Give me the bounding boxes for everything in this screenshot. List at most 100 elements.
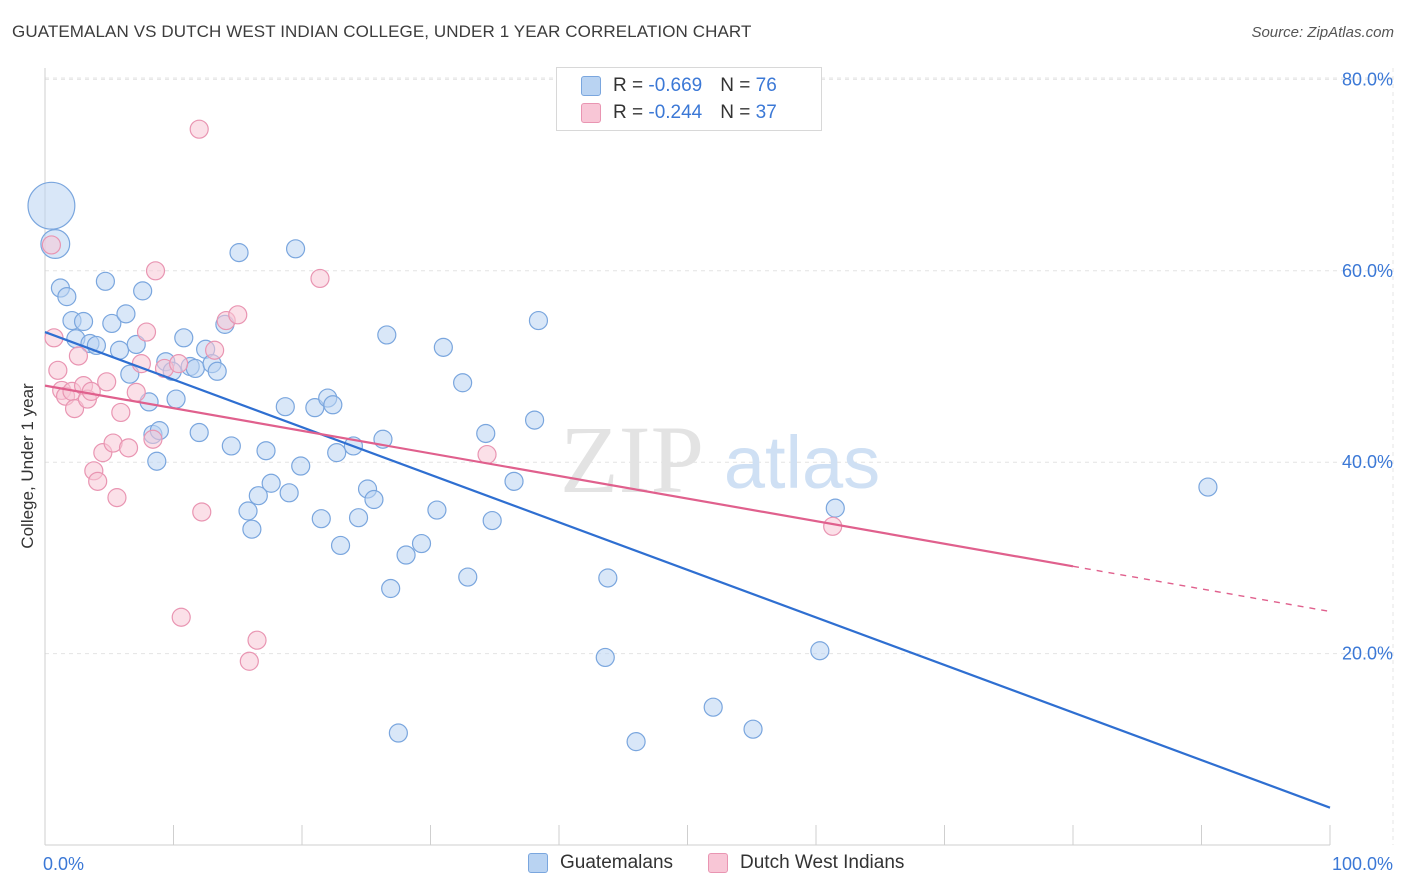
watermark: ZIP atlas <box>560 406 880 513</box>
data-point <box>261 473 281 493</box>
watermark-zip: ZIP <box>560 406 704 513</box>
legend-r-label: R = <box>613 75 649 96</box>
legend-label-dutch-west-indians: Dutch West Indians <box>740 852 905 873</box>
data-point <box>174 328 194 348</box>
data-point <box>396 545 416 565</box>
legend-swatch-blue <box>528 853 548 873</box>
data-point <box>189 422 209 443</box>
data-point <box>810 641 830 661</box>
data-point <box>275 397 295 417</box>
data-point <box>504 471 524 491</box>
source-label: Source: ZipAtlas.com <box>1251 24 1394 41</box>
axis-labels: 20.0% 40.0% 60.0% 80.0% 0.0% 100.0% College, U… <box>18 69 1393 874</box>
watermark-atlas: atlas <box>724 421 880 504</box>
data-point <box>411 533 432 554</box>
data-point <box>107 488 127 508</box>
data-point <box>171 607 191 627</box>
data-point <box>477 444 497 465</box>
data-point <box>703 697 723 717</box>
data-point <box>248 486 268 506</box>
data-point <box>388 723 408 743</box>
data-point <box>136 322 157 342</box>
data-point <box>189 119 209 139</box>
y-axis-label: College, Under 1 year <box>18 383 37 549</box>
legend-r-value: -0.669 <box>648 75 703 96</box>
data-point <box>95 271 115 291</box>
trend-line <box>44 331 1331 809</box>
data-point <box>279 483 299 503</box>
legend-row-dutch-west-indians: R = -0.244 N = 37 <box>581 101 777 125</box>
data-point <box>595 647 615 668</box>
data-point <box>310 268 330 289</box>
data-point <box>311 509 331 529</box>
data-point <box>207 361 227 381</box>
data-point <box>239 651 259 671</box>
grid-lines <box>45 68 1394 845</box>
data-point <box>433 337 453 357</box>
data-point <box>482 510 502 531</box>
data-point <box>476 423 496 444</box>
data-point <box>256 441 276 461</box>
data-point <box>242 519 262 539</box>
data-point <box>145 261 166 281</box>
data-point <box>192 502 212 522</box>
data-point <box>68 346 89 366</box>
data-point <box>524 410 545 430</box>
data-point <box>528 310 549 331</box>
y-tick-label: 60.0% <box>1342 261 1393 281</box>
legend-swatch-blue <box>581 76 601 96</box>
data-point <box>169 354 189 374</box>
data-point <box>285 239 306 259</box>
legend-n-label: N = <box>720 75 756 96</box>
data-point <box>88 471 108 491</box>
data-point <box>364 489 384 510</box>
data-point <box>381 578 401 599</box>
data-point <box>126 382 146 402</box>
data-point <box>377 325 397 345</box>
data-point <box>228 305 248 325</box>
data-point <box>247 630 267 650</box>
data-point <box>743 719 763 739</box>
legend-row-guatemalans: R = -0.669 N = 76 <box>581 74 777 98</box>
data-point <box>97 372 117 392</box>
legend-n-label: N = <box>720 102 756 123</box>
y-tick-label: 40.0% <box>1342 452 1393 472</box>
data-point <box>133 281 153 301</box>
data-point <box>238 501 258 521</box>
data-point <box>330 535 351 556</box>
stats-legend: R = -0.669 N = 76 R = -0.244 N = 37 <box>556 67 822 131</box>
legend-item-dutch-west-indians[interactable]: Dutch West Indians <box>708 852 904 874</box>
series-legend: Guatemalans Dutch West Indians <box>0 852 1406 878</box>
data-point <box>27 181 76 230</box>
data-point <box>64 399 85 419</box>
data-point <box>116 304 136 324</box>
data-point <box>323 395 343 415</box>
data-point <box>102 313 122 334</box>
data-point <box>823 516 843 536</box>
data-point <box>73 311 94 332</box>
data-point <box>143 429 163 449</box>
trend-line <box>44 384 1074 568</box>
data-point <box>825 498 845 518</box>
legend-n-value: 37 <box>755 102 777 123</box>
legend-r-value: -0.244 <box>648 102 703 123</box>
data-point <box>458 567 478 587</box>
legend-swatch-pink <box>708 853 728 873</box>
legend-swatch-pink <box>581 103 601 123</box>
legend-r-label: R = <box>613 102 649 123</box>
legend-label-guatemalans: Guatemalans <box>560 852 674 873</box>
legend-n-value: 76 <box>755 75 777 96</box>
data-point <box>626 732 646 752</box>
data-point <box>147 451 167 471</box>
chart-title: GUATEMALAN VS DUTCH WEST INDIAN COLLEGE,… <box>12 22 752 41</box>
data-point <box>348 508 369 528</box>
x-tick-label: 0.0% <box>43 854 84 874</box>
trend-lines <box>44 331 1331 809</box>
data-point <box>453 373 473 393</box>
x-tick-label: 100.0% <box>1332 854 1393 874</box>
y-tick-label: 80.0% <box>1342 69 1393 89</box>
legend-item-guatemalans[interactable]: Guatemalans <box>528 852 673 874</box>
data-point <box>221 436 241 456</box>
data-point <box>166 389 186 409</box>
